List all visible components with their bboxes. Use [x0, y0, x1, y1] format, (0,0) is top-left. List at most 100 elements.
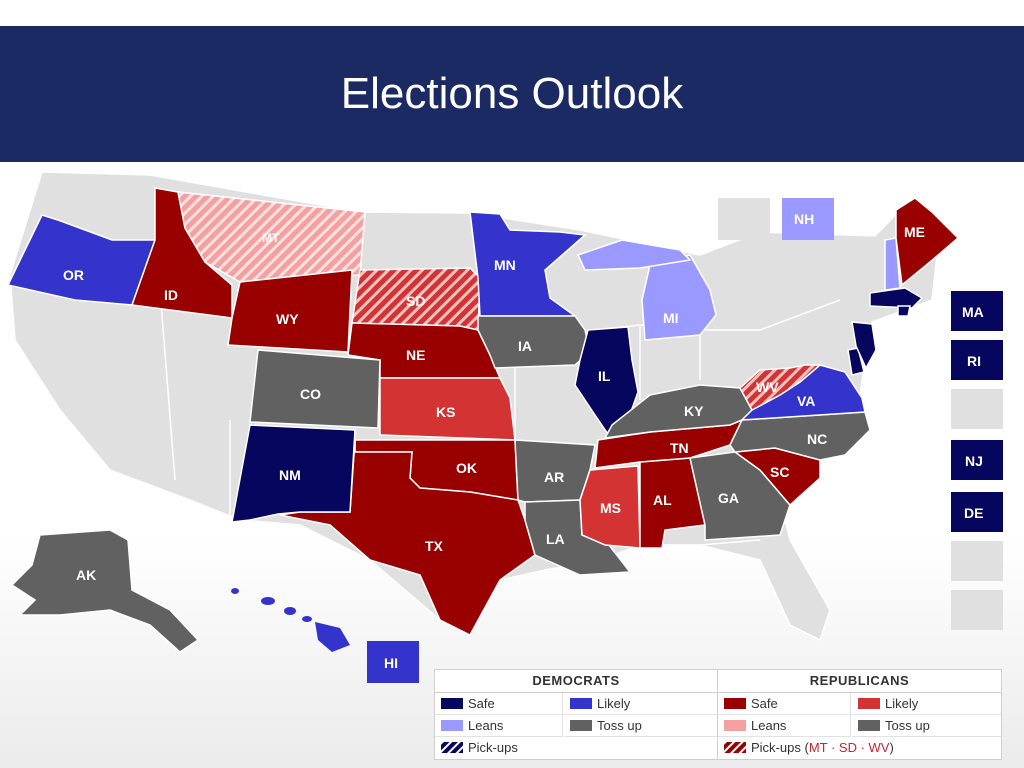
state-wy [227, 269, 353, 353]
legend-gop-tossup: Toss up [852, 715, 1001, 737]
legend-dem-leans-label: Leans [468, 718, 504, 733]
label-or: OR [63, 267, 84, 283]
label-wv: WV [756, 379, 779, 395]
label-va: VA [797, 393, 815, 409]
legend-dem-likely-label: Likely [597, 696, 631, 711]
label-wy: WY [276, 311, 299, 327]
label-nj: NJ [965, 453, 983, 469]
legend-dem-safe: Safe [435, 693, 563, 715]
swatch-dem-likely [570, 698, 592, 709]
legend-dem-tossup-label: Toss up [597, 718, 642, 733]
legend-gop-safe-label: Safe [751, 696, 778, 711]
legend-gop-likely: Likely [852, 693, 1001, 715]
label-tx: TX [425, 538, 444, 554]
legend-republicans: REPUBLICANS Safe Likely Leans Toss up Pi… [718, 670, 1001, 759]
state-mn [469, 211, 587, 317]
label-ar: AR [544, 469, 564, 485]
no-race-box [951, 590, 1003, 630]
legend-gop-safe: Safe [718, 693, 851, 715]
label-nh: NH [794, 211, 814, 227]
label-hi: HI [384, 655, 398, 671]
ma-box [951, 291, 1003, 331]
label-ky: KY [684, 403, 704, 419]
label-mt: MT [262, 231, 280, 245]
state-de [847, 347, 865, 376]
state-ia [477, 315, 591, 369]
state-nm [231, 424, 356, 523]
label-de: DE [964, 505, 983, 521]
label-id: ID [164, 287, 178, 303]
nh-box [782, 198, 834, 240]
legend-dem-likely: Likely [564, 693, 717, 715]
label-mi: MI [663, 310, 679, 326]
no-race-box [951, 541, 1003, 581]
label-ma: MA [962, 304, 984, 320]
label-la: LA [546, 531, 565, 547]
label-ms: MS [600, 500, 621, 516]
label-ri: RI [967, 353, 981, 369]
legend-gop-pickups-label: Pick-ups [751, 740, 801, 755]
swatch-dem-leans [441, 720, 463, 731]
legend-gop-pickups-states: MT · SD · WV [808, 740, 890, 755]
state-ks [379, 377, 516, 441]
state-wv [739, 364, 823, 412]
legend-gop-pickups-paren-close: ) [889, 740, 894, 755]
swatch-gop-likely [858, 698, 880, 709]
legend-dem-header: DEMOCRATS [435, 670, 717, 693]
nj-box [951, 440, 1003, 480]
label-nm: NM [279, 467, 301, 483]
label-al: AL [653, 492, 672, 508]
legend-dem-pickups-label: Pick-ups [468, 740, 518, 755]
legend-gop-tossup-label: Toss up [885, 718, 930, 733]
state-co [249, 349, 381, 429]
legend-gop-leans-label: Leans [751, 718, 787, 733]
legend-gop-likely-label: Likely [885, 696, 919, 711]
label-ak: AK [76, 567, 96, 583]
label-il: IL [598, 368, 611, 384]
label-ne: NE [406, 347, 425, 363]
legend-dem-pickups: Pick-ups [435, 737, 717, 759]
swatch-gop-pickups [724, 742, 746, 753]
state-mi-upper [576, 239, 692, 271]
label-ks: KS [436, 404, 455, 420]
state-nc [729, 411, 871, 461]
label-sd: SD [406, 293, 425, 309]
legend-democrats: DEMOCRATS Safe Likely Leans Toss up Pick… [435, 670, 718, 759]
state-nj [851, 321, 877, 370]
legend-gop-pickups-paren-open: ( [804, 740, 809, 755]
state-ri [897, 305, 911, 317]
label-sc: SC [770, 464, 789, 480]
label-nc: NC [807, 431, 827, 447]
swatch-dem-safe [441, 698, 463, 709]
legend-dem-tossup: Toss up [564, 715, 717, 737]
state-ms [579, 465, 641, 549]
state-hi [231, 588, 350, 652]
no-race-box [718, 198, 770, 240]
slide-title: Elections Outlook [340, 69, 684, 118]
state-ak [10, 529, 200, 653]
label-co: CO [300, 386, 321, 402]
us-election-map: OR ID MT WY SD NE MN IA IL MI CO KS OK T… [6, 171, 1003, 683]
swatch-dem-tossup [570, 720, 592, 731]
map-legend: DEMOCRATS Safe Likely Leans Toss up Pick… [434, 669, 1002, 760]
label-tn: TN [670, 440, 689, 456]
legend-gop-header: REPUBLICANS [718, 670, 1001, 693]
state-nh [884, 237, 901, 291]
state-me [895, 197, 960, 287]
swatch-gop-tossup [858, 720, 880, 731]
legend-gop-pickups: Pick-ups (MT · SD · WV) [718, 737, 1001, 759]
swatch-gop-safe [724, 698, 746, 709]
legend-dem-safe-label: Safe [468, 696, 495, 711]
swatch-dem-pickups [441, 742, 463, 753]
title-bar [0, 26, 1024, 162]
state-tx [279, 439, 536, 636]
hi-box [367, 641, 419, 683]
label-me: ME [904, 224, 925, 240]
de-box [951, 492, 1003, 532]
legend-gop-leans: Leans [718, 715, 851, 737]
swatch-gop-leans [724, 720, 746, 731]
label-ia: IA [518, 338, 532, 354]
label-ga: GA [718, 490, 739, 506]
no-race-box [951, 389, 1003, 429]
